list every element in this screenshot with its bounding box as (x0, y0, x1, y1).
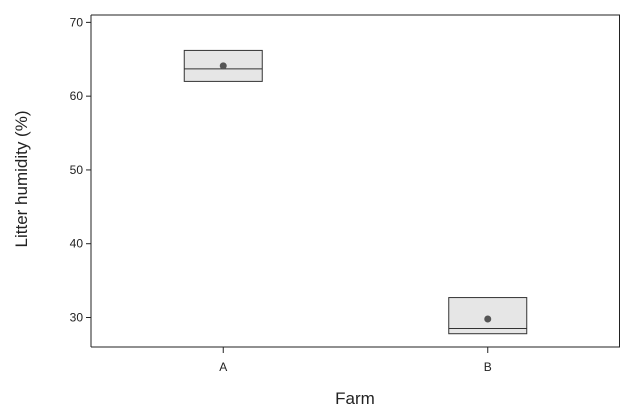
y-tick-label: 30 (70, 310, 84, 324)
boxes (183, 49, 528, 335)
y-axis-title: Litter humidity (%) (12, 111, 31, 248)
y-axis: 30 40 50 60 70 (70, 15, 91, 324)
y-tick-label: 50 (70, 163, 84, 177)
box-mean-A (219, 62, 227, 70)
y-tick-label: 60 (70, 89, 84, 103)
y-tick-label: 40 (70, 237, 84, 251)
x-tick-label: A (219, 360, 227, 374)
box-mean-B (484, 315, 492, 323)
y-tick-label: 70 (70, 15, 84, 29)
x-axis-title: Farm (335, 389, 375, 408)
x-tick-label: B (484, 360, 492, 374)
plot-frame (90, 14, 620, 348)
